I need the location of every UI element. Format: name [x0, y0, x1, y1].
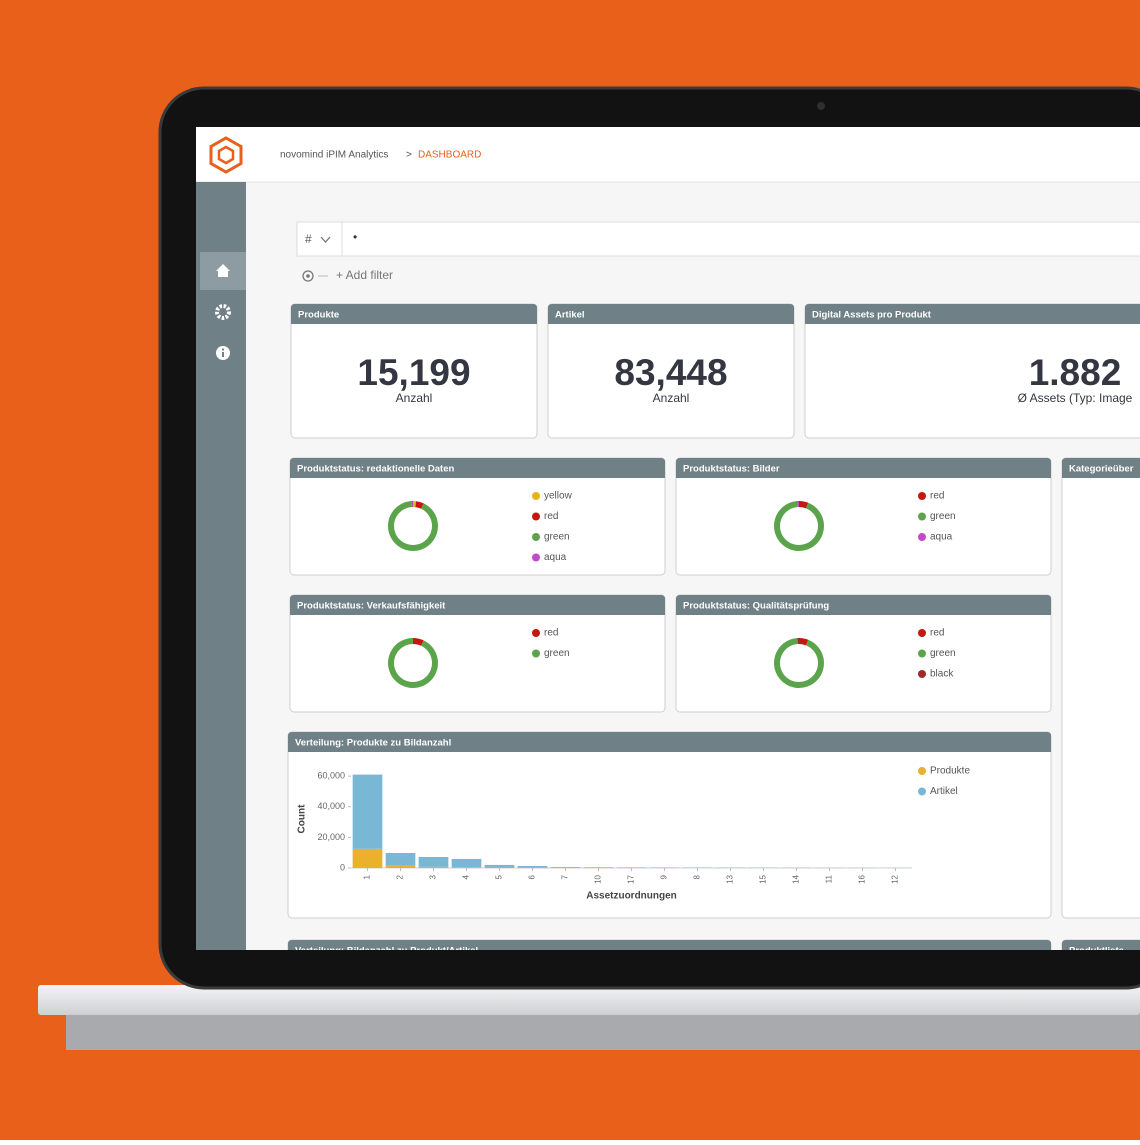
metric-value: 1.882	[1029, 352, 1122, 393]
legend-swatch	[918, 670, 926, 678]
metric-value: 83,448	[614, 352, 727, 393]
panel-title: Produktstatus: Verkaufsfähigkeit	[297, 601, 446, 612]
donut-segment	[413, 641, 422, 643]
bar-segment	[353, 849, 383, 868]
legend-swatch	[532, 650, 540, 658]
x-tick-label: 5	[495, 874, 504, 879]
x-tick-label: 14	[792, 874, 801, 883]
legend-swatch	[532, 513, 540, 521]
bar-segment	[452, 867, 482, 868]
x-tick-label: 1	[363, 874, 372, 879]
info-icon[interactable]	[216, 346, 230, 360]
camera	[817, 102, 825, 110]
x-tick-label: 12	[891, 874, 900, 883]
x-tick-label: 16	[858, 874, 867, 883]
panel	[1062, 458, 1140, 918]
metric-label: Anzahl	[653, 391, 690, 405]
bar-segment	[386, 866, 416, 868]
add-filter[interactable]: + Add filter	[336, 268, 393, 282]
metric-value: 15,199	[357, 352, 470, 393]
x-tick-label: 3	[429, 874, 438, 879]
legend-swatch	[532, 492, 540, 500]
donut-segment	[416, 504, 423, 506]
bar-segment	[485, 865, 515, 868]
y-tick-label: 0	[340, 862, 345, 872]
legend-swatch	[918, 492, 926, 500]
x-tick-label: 2	[396, 874, 405, 879]
legend-label[interactable]: green	[930, 648, 956, 659]
x-tick-label: 4	[462, 874, 471, 879]
legend-label[interactable]: green	[544, 532, 570, 543]
y-tick-label: 60,000	[317, 771, 345, 781]
bar-segment	[386, 853, 416, 866]
y-axis-label: Count	[297, 804, 308, 834]
panel-title: Produkte	[298, 310, 339, 321]
legend-label[interactable]: black	[930, 669, 954, 680]
y-tick-label: 40,000	[317, 801, 345, 811]
panel-title: Produktstatus: Bilder	[683, 464, 780, 475]
x-tick-label: 15	[759, 874, 768, 883]
metric-label: Ø Assets (Typ: Image	[1018, 391, 1133, 405]
screen: novomind iPIM Analytics > DASHBOARD # • …	[196, 127, 1140, 1000]
panel-title: Digital Assets pro Produkt	[812, 310, 932, 321]
x-tick-label: 13	[726, 874, 735, 883]
breadcrumb-separator: >	[406, 150, 412, 161]
donut-segment	[799, 504, 807, 506]
legend-label[interactable]: red	[930, 491, 944, 502]
legend-swatch	[532, 533, 540, 541]
legend-swatch	[918, 629, 926, 637]
legend-swatch	[918, 533, 926, 541]
panel-title: Verteilung: Produkte zu Bildanzahl	[295, 738, 451, 749]
bar-segment	[584, 867, 614, 868]
legend-label[interactable]: green	[544, 648, 570, 659]
panel-title: Kategorieüber	[1069, 464, 1134, 475]
legend-swatch	[918, 513, 926, 521]
panel-title: Produktstatus: redaktionelle Daten	[297, 464, 455, 475]
legend-swatch	[918, 650, 926, 658]
query-type[interactable]: #	[305, 232, 312, 246]
bar-segment	[353, 775, 383, 849]
donut-segment	[799, 641, 807, 643]
legend-swatch	[532, 554, 540, 562]
legend-label[interactable]: Artikel	[930, 786, 958, 797]
legend-label[interactable]: Produkte	[930, 766, 970, 777]
legend-label[interactable]: yellow	[544, 491, 573, 502]
legend-swatch	[532, 629, 540, 637]
panel-title: Produktstatus: Qualitätsprüfung	[683, 601, 829, 612]
x-tick-label: 11	[825, 874, 834, 883]
bar-segment	[617, 867, 647, 868]
legend-label[interactable]: green	[930, 511, 956, 522]
legend-swatch	[918, 767, 926, 775]
query-text[interactable]: •	[353, 230, 357, 244]
legend-label[interactable]: aqua	[544, 552, 567, 563]
x-tick-label: 6	[528, 874, 537, 879]
sidebar	[196, 182, 246, 950]
bar-segment	[419, 867, 449, 868]
laptop-base-lower	[66, 1012, 1140, 1050]
bar-segment	[551, 867, 581, 868]
panel-header	[548, 304, 794, 324]
query-bar[interactable]	[297, 222, 1140, 256]
x-tick-label: 8	[693, 874, 702, 879]
legend-label[interactable]: red	[544, 628, 558, 639]
legend-label[interactable]: red	[930, 628, 944, 639]
x-tick-label: 7	[561, 874, 570, 879]
x-tick-label: 9	[660, 874, 669, 879]
bar-segment	[452, 859, 482, 867]
legend-label[interactable]: red	[544, 511, 558, 522]
x-tick-label: 10	[594, 874, 603, 883]
panel-title: Artikel	[555, 310, 585, 321]
metric-label: Anzahl	[396, 391, 433, 405]
y-tick-label: 20,000	[317, 832, 345, 842]
legend-swatch	[918, 788, 926, 796]
breadcrumb-current: DASHBOARD	[418, 150, 481, 161]
bar-segment	[518, 866, 548, 868]
x-tick-label: 17	[627, 874, 636, 883]
legend-label[interactable]: aqua	[930, 532, 953, 543]
breadcrumb-app[interactable]: novomind iPIM Analytics	[280, 150, 388, 161]
bar-segment	[419, 857, 449, 867]
x-axis-label: Assetzuordnungen	[586, 891, 677, 902]
